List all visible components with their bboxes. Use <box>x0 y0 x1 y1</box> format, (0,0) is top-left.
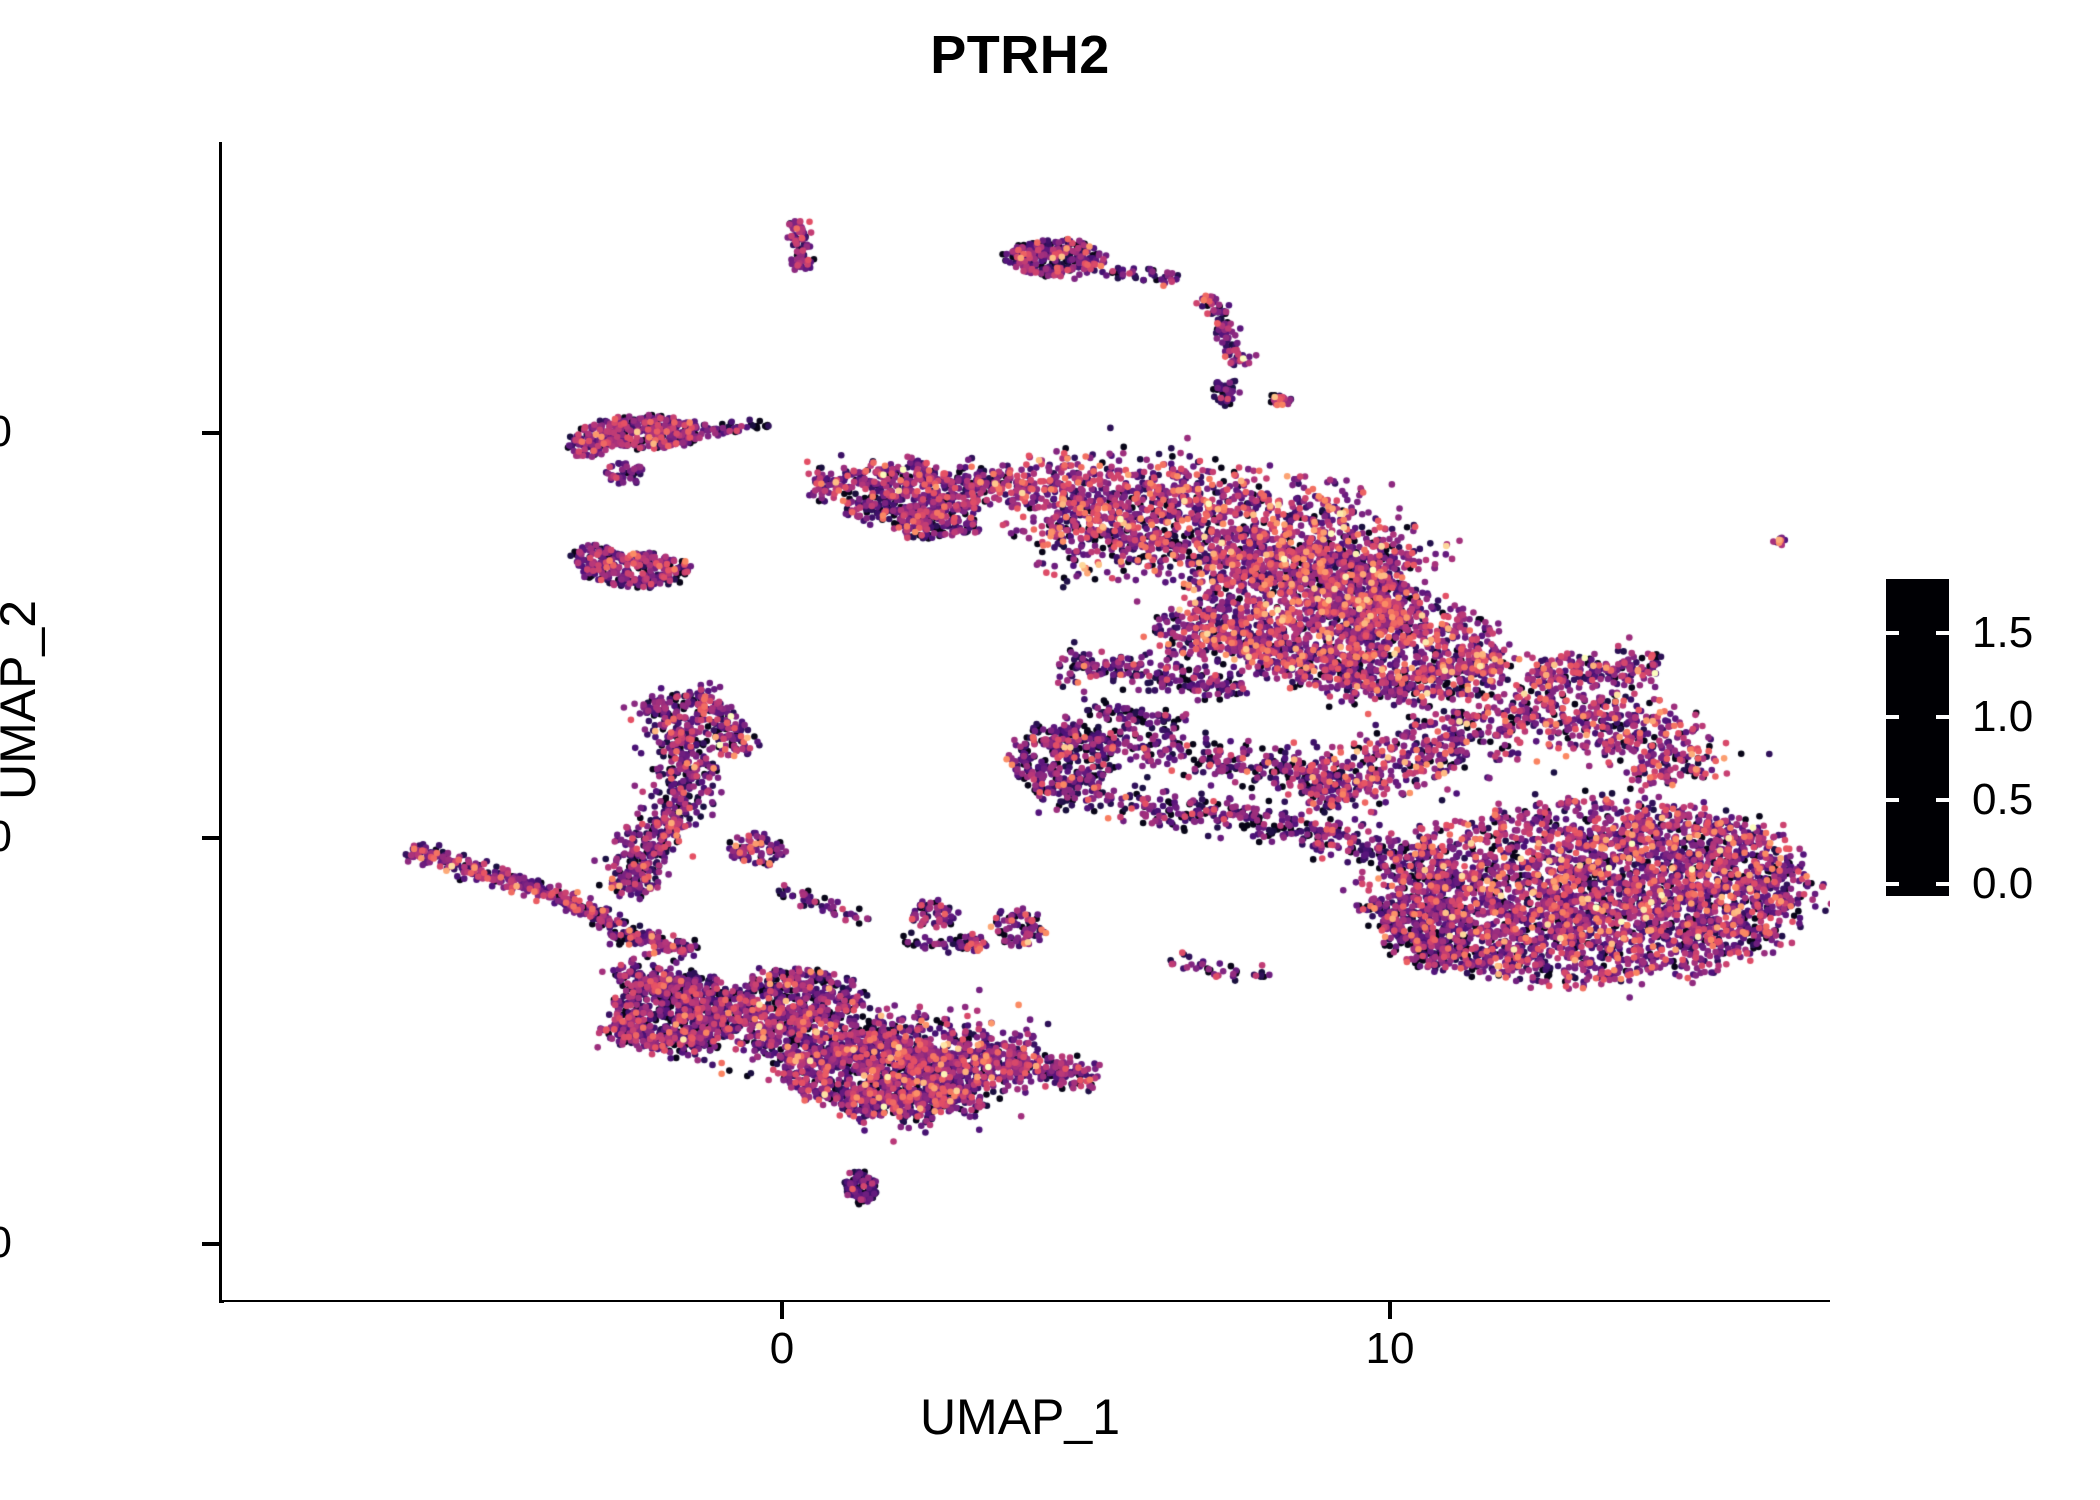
x-tick-mark <box>1388 1302 1392 1319</box>
y-axis-line <box>219 142 224 1303</box>
colorbar-tick-mark <box>1886 630 1899 635</box>
colorbar-tick-label: 1.5 <box>1972 607 2034 657</box>
y-tick-label: -10 <box>0 1220 12 1265</box>
colorbar-tick-mark <box>1936 882 1949 887</box>
y-tick-mark <box>202 430 219 435</box>
colorbar-legend <box>1886 579 1949 896</box>
colorbar-tick-label: 0.0 <box>1972 859 2034 909</box>
y-tick-label: 10 <box>0 409 12 454</box>
y-axis-label: UMAP_2 <box>0 599 46 801</box>
x-tick-mark <box>780 1302 784 1319</box>
page-title: PTRH2 <box>930 25 1110 85</box>
colorbar-tick-mark <box>1886 882 1899 887</box>
colorbar-tick-mark <box>1936 798 1949 803</box>
y-tick-mark <box>202 1241 219 1246</box>
colorbar-gradient <box>1886 579 1949 896</box>
colorbar-tick-mark <box>1886 798 1899 803</box>
plot-panel <box>222 142 1830 1300</box>
y-tick-mark <box>202 836 219 840</box>
colorbar-tick-mark <box>1936 714 1949 719</box>
x-tick-label: 0 <box>769 1324 795 1373</box>
colorbar-tick-label: 1.0 <box>1972 691 2034 741</box>
x-tick-label: 10 <box>1365 1324 1415 1373</box>
scatter-points-layer <box>222 142 1830 1300</box>
y-tick-label: 0 <box>0 815 12 859</box>
x-axis-label: UMAP_1 <box>919 1389 1121 1445</box>
colorbar-tick-mark <box>1886 714 1899 719</box>
colorbar-tick-label: 0.5 <box>1972 775 2034 825</box>
colorbar-tick-mark <box>1936 630 1949 635</box>
